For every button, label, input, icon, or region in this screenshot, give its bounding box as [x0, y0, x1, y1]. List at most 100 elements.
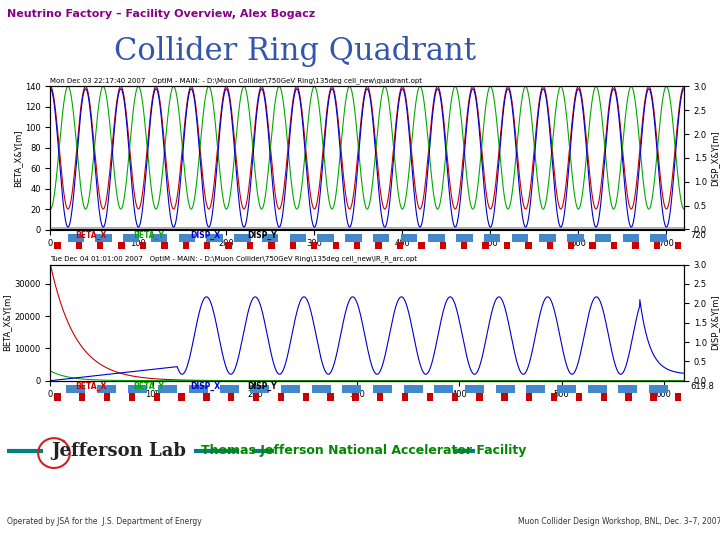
- Text: Tue Dec 04 01:01:00 2007   OptiM - MAIN: - D:\Muon Collider\750GeV Ring\135deg c: Tue Dec 04 01:01:00 2007 OptiM - MAIN: -…: [50, 255, 418, 262]
- Bar: [465, 385, 484, 393]
- Bar: [373, 234, 390, 241]
- Bar: [650, 393, 657, 401]
- Bar: [251, 385, 269, 393]
- Bar: [650, 234, 667, 241]
- Bar: [632, 241, 639, 249]
- Text: DISP_X: DISP_X: [190, 231, 220, 240]
- Bar: [281, 385, 300, 393]
- Bar: [189, 385, 208, 393]
- Bar: [311, 241, 318, 249]
- Text: Thomas Jefferson National Accelerator Facility: Thomas Jefferson National Accelerator Fa…: [201, 444, 526, 457]
- Text: BETA_Y: BETA_Y: [132, 231, 163, 240]
- Y-axis label: BETA_X&Y[m]: BETA_X&Y[m]: [13, 129, 22, 187]
- Bar: [54, 241, 60, 249]
- Bar: [129, 393, 135, 401]
- Bar: [504, 241, 510, 249]
- Bar: [546, 241, 553, 249]
- Bar: [539, 234, 556, 241]
- Bar: [675, 241, 681, 249]
- Bar: [428, 234, 445, 241]
- Bar: [333, 241, 339, 249]
- Bar: [203, 393, 210, 401]
- Text: DISP_Y: DISP_Y: [247, 231, 276, 240]
- Bar: [97, 241, 104, 249]
- Bar: [262, 234, 279, 241]
- Bar: [477, 393, 483, 401]
- Bar: [456, 234, 472, 241]
- Bar: [220, 385, 238, 393]
- Y-axis label: DISP_X&Y[m]: DISP_X&Y[m]: [710, 295, 719, 350]
- Bar: [104, 393, 110, 401]
- Bar: [158, 385, 177, 393]
- Text: DISP_X: DISP_X: [190, 382, 220, 391]
- Bar: [567, 234, 584, 241]
- Bar: [675, 393, 681, 401]
- Text: BETA_X: BETA_X: [76, 231, 107, 240]
- Bar: [404, 385, 423, 393]
- Bar: [526, 385, 546, 393]
- Bar: [451, 393, 458, 401]
- Text: Operated by JSA for the  J.S. Department of Energy: Operated by JSA for the J.S. Department …: [7, 517, 202, 526]
- Bar: [400, 234, 417, 241]
- Text: Mon Dec 03 22:17:40 2007   OptiM - MAIN: - D:\Muon Collider\750GeV Ring\135deg c: Mon Dec 03 22:17:40 2007 OptiM - MAIN: -…: [50, 77, 423, 84]
- Bar: [440, 241, 446, 249]
- Bar: [557, 385, 576, 393]
- Bar: [342, 385, 361, 393]
- Bar: [354, 241, 360, 249]
- Bar: [234, 234, 251, 241]
- Bar: [377, 393, 384, 401]
- Bar: [551, 393, 557, 401]
- Bar: [228, 393, 235, 401]
- Bar: [253, 393, 259, 401]
- Bar: [76, 241, 82, 249]
- Bar: [140, 241, 146, 249]
- Bar: [576, 393, 582, 401]
- Bar: [179, 393, 185, 401]
- Bar: [373, 385, 392, 393]
- Bar: [66, 385, 85, 393]
- Bar: [649, 385, 668, 393]
- Bar: [127, 385, 147, 393]
- Bar: [618, 385, 637, 393]
- Text: BETA_Y: BETA_Y: [132, 382, 163, 391]
- Bar: [95, 234, 112, 241]
- Bar: [207, 234, 222, 241]
- Bar: [501, 393, 508, 401]
- Text: 619.8: 619.8: [690, 382, 714, 391]
- Bar: [568, 241, 575, 249]
- Bar: [427, 393, 433, 401]
- Bar: [484, 234, 500, 241]
- Y-axis label: BETA_X&Y[m]: BETA_X&Y[m]: [3, 294, 12, 352]
- Bar: [611, 241, 617, 249]
- Bar: [312, 385, 330, 393]
- Bar: [375, 241, 382, 249]
- Bar: [118, 241, 125, 249]
- Bar: [150, 234, 167, 241]
- Bar: [318, 234, 334, 241]
- Bar: [402, 393, 408, 401]
- Bar: [595, 234, 611, 241]
- Bar: [68, 234, 84, 241]
- Bar: [179, 234, 195, 241]
- Bar: [123, 234, 140, 241]
- Text: BETA_X: BETA_X: [76, 382, 107, 391]
- Bar: [397, 241, 403, 249]
- Text: Neutrino Factory – Facility Overview, Alex Bogacz: Neutrino Factory – Facility Overview, Al…: [7, 10, 315, 19]
- Bar: [225, 241, 232, 249]
- Bar: [434, 385, 454, 393]
- Bar: [204, 241, 210, 249]
- Text: Collider Ring Quadrant: Collider Ring Quadrant: [114, 36, 476, 67]
- Bar: [269, 241, 274, 249]
- Bar: [588, 385, 607, 393]
- Text: DISP_Y: DISP_Y: [247, 382, 276, 391]
- Bar: [626, 393, 631, 401]
- Bar: [247, 241, 253, 249]
- Bar: [302, 393, 309, 401]
- Text: Muon Collider Design Workshop, BNL, Dec. 3–7, 2007: Muon Collider Design Workshop, BNL, Dec.…: [518, 517, 720, 526]
- Bar: [461, 241, 467, 249]
- Bar: [418, 241, 425, 249]
- Bar: [328, 393, 334, 401]
- Bar: [654, 241, 660, 249]
- Bar: [161, 241, 168, 249]
- Bar: [97, 385, 116, 393]
